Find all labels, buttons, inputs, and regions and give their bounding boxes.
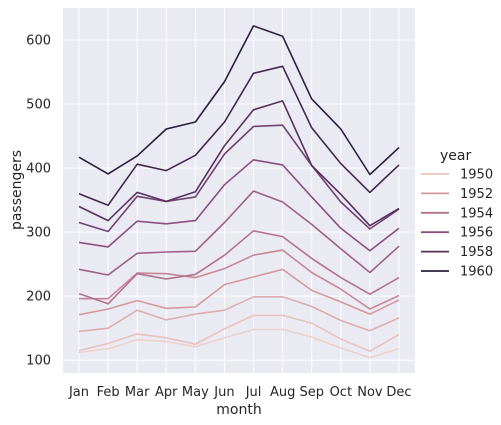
x-axis-label: month (216, 402, 261, 418)
series-line-1952 (78, 268, 400, 316)
x-tick-label: Jun (213, 385, 234, 400)
x-tick-label: Nov (357, 385, 383, 400)
x-tick-label: Aug (270, 385, 295, 400)
series-line-1955 (78, 190, 400, 276)
y-tick-labels: 100 200 300 400 500 600 (26, 34, 51, 369)
series-line-1958 (78, 100, 400, 227)
x-tick-label: Jan (68, 385, 89, 400)
x-tick-label: Oct (330, 385, 352, 400)
series-line-1954 (78, 230, 400, 305)
y-tick-label: 600 (26, 34, 51, 49)
y-tick-label: 200 (26, 290, 51, 305)
grid (63, 8, 415, 373)
series-line-1959 (78, 65, 400, 206)
legend-label: 1952 (460, 187, 493, 202)
series-line-1950 (78, 314, 400, 353)
series-line-1957 (78, 124, 400, 233)
y-axis-label: passengers (9, 150, 25, 230)
x-tick-label: Feb (97, 385, 120, 400)
legend-label: 1960 (460, 265, 493, 280)
legend-title: year (440, 148, 471, 164)
legend-label: 1950 (460, 168, 493, 183)
y-tick-label: 300 (26, 226, 51, 241)
series-line-1951 (78, 295, 400, 333)
series-line-1953 (79, 249, 400, 310)
legend: year 1950 1952 1954 1956 1958 1960 (421, 148, 493, 280)
series-line-1960 (78, 25, 400, 176)
legend-label: 1954 (460, 206, 493, 221)
y-tick-label: 100 (26, 354, 51, 369)
plot-background (63, 8, 415, 373)
series-line-1956 (78, 159, 400, 252)
x-tick-label: Mar (125, 385, 150, 400)
series-line-1949 (78, 328, 400, 359)
legend-label: 1956 (460, 226, 493, 241)
x-tick-label: Dec (386, 385, 411, 400)
y-tick-label: 500 (26, 98, 51, 113)
x-tick-label: Apr (155, 385, 178, 400)
x-tick-label: May (182, 385, 209, 400)
series-lines (78, 25, 400, 359)
y-tick-label: 400 (26, 162, 51, 177)
legend-label: 1958 (460, 245, 493, 260)
x-tick-labels: Jan Feb Mar Apr May Jun Jul Aug Sep Oct Nov Dec (68, 385, 412, 400)
x-tick-label: Jul (245, 385, 262, 400)
x-tick-label: Sep (299, 385, 324, 400)
